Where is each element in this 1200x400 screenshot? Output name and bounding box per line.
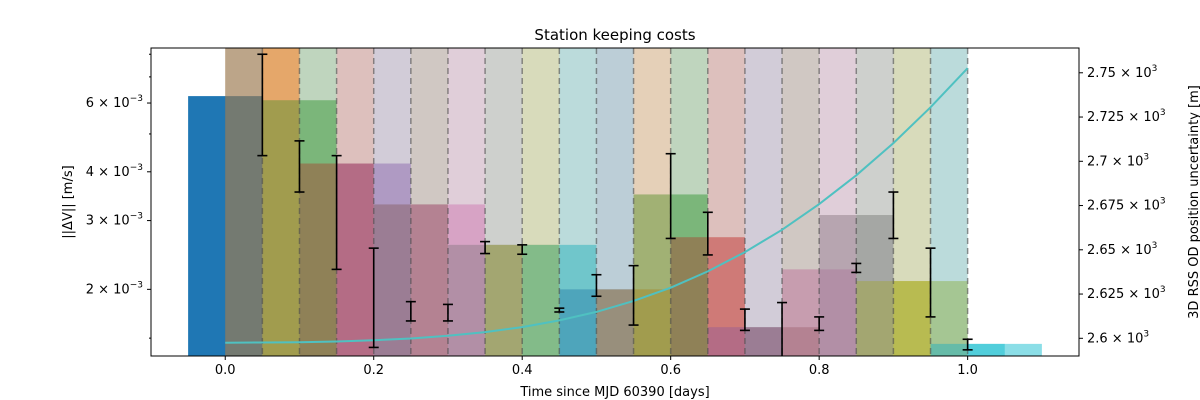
error-bar	[591, 273, 602, 298]
error-bar	[739, 308, 750, 332]
dashed-vlines-layer	[261, 48, 969, 356]
error-bar	[777, 301, 788, 356]
shaded-span	[336, 48, 374, 356]
error-bar	[628, 264, 639, 326]
x-tick-label: 0.6	[660, 363, 681, 378]
y-right-tick-label: 2.6 × 103	[1087, 329, 1149, 346]
shaded-span	[596, 48, 634, 356]
shaded-span	[262, 48, 300, 356]
error-bar	[851, 262, 862, 274]
chart-title: Station keeping costs	[534, 26, 695, 44]
error-bar	[405, 300, 416, 322]
y-left-axis-label: ||ΔV|| [m/s]	[61, 165, 76, 238]
y-right-tick-label: 2.725 × 103	[1087, 108, 1166, 125]
y-right-tick-label: 2.625 × 103	[1087, 285, 1166, 302]
error-bar	[962, 338, 973, 351]
shaded-span	[447, 48, 486, 356]
shaded-span	[819, 48, 857, 356]
x-tick-label: 0.4	[512, 363, 533, 378]
error-bar	[814, 316, 825, 332]
x-axis-ticks: 0.0 0.2 0.4 0.6 0.8 1.0	[215, 356, 978, 378]
x-tick-label: 0.8	[809, 363, 830, 378]
shaded-span	[707, 48, 745, 356]
x-axis-label: Time since MJD 60390 [days]	[519, 385, 709, 400]
y-left-tick-label: 4 × 10−3	[86, 163, 143, 180]
error-bar	[702, 211, 713, 256]
x-tick-label: 1.0	[957, 363, 978, 378]
error-bar	[294, 140, 305, 193]
error-bar	[480, 240, 491, 255]
shaded-span	[373, 48, 411, 356]
y-right-axis-label: 3D RSS OD position uncertainty [m]	[1187, 85, 1200, 319]
shaded-spans-layer	[225, 48, 968, 356]
x-tick-label: 0.2	[363, 363, 384, 378]
y-right-axis-ticks: 2.6 × 103 2.625 × 103 2.65 × 103 2.675 × 10…	[1079, 64, 1166, 346]
error-bar	[517, 244, 528, 256]
bar	[967, 343, 1042, 356]
shaded-span	[856, 48, 894, 356]
shaded-span	[485, 48, 523, 356]
shaded-span	[559, 48, 597, 356]
error-bar	[925, 247, 936, 318]
error-bar	[442, 303, 453, 322]
uncertainty-curve	[225, 67, 969, 344]
y-left-tick-label: 6 × 10−3	[86, 94, 143, 111]
plot-frame	[150, 47, 1080, 357]
shaded-span	[410, 48, 448, 356]
shaded-span	[670, 48, 708, 356]
y-right-tick-label: 2.675 × 103	[1087, 197, 1166, 214]
y-right-tick-label: 2.7 × 103	[1087, 152, 1149, 169]
error-bar	[368, 247, 379, 349]
error-bar	[888, 191, 899, 240]
shaded-span	[782, 48, 820, 356]
x-tick-label: 0.0	[215, 363, 236, 378]
error-bar	[257, 53, 268, 157]
error-bar	[665, 152, 676, 240]
uncertainty-curve-layer	[225, 67, 969, 344]
shaded-span	[633, 48, 671, 356]
y-left-tick-label: 2 × 10−3	[86, 280, 143, 297]
y-left-tick-label: 3 × 10−3	[86, 212, 143, 229]
y-right-tick-label: 2.65 × 103	[1087, 241, 1157, 258]
shaded-span	[299, 48, 337, 356]
shaded-span	[225, 48, 263, 356]
error-bar	[331, 154, 342, 271]
y-left-axis-ticks: 2 × 10−3 3 × 10−3 4 × 10−3 6 × 10−3	[86, 53, 151, 339]
shaded-span	[744, 48, 783, 356]
y-right-tick-label: 2.75 × 103	[1087, 64, 1157, 81]
error-bars-layer	[257, 53, 973, 356]
shaded-span	[522, 48, 560, 356]
error-bar	[554, 307, 565, 313]
shaded-span	[893, 48, 931, 356]
